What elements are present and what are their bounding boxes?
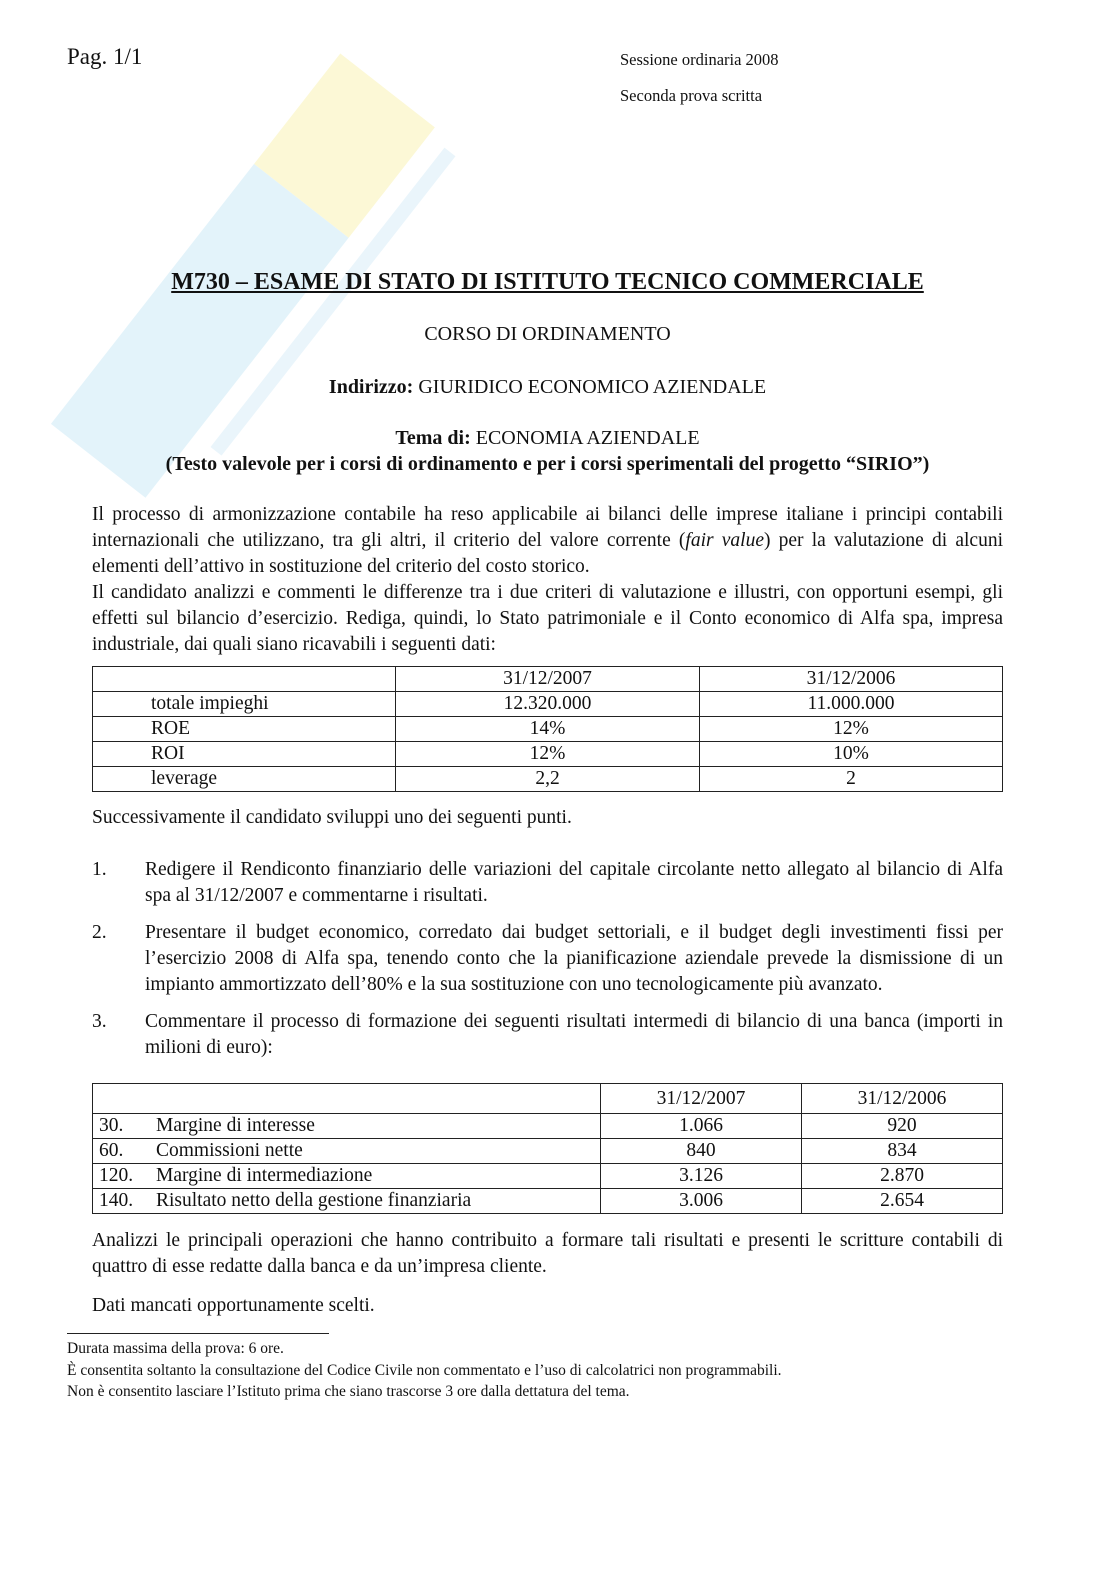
row-label: ROI [92,741,396,767]
cell: 2,2 [395,766,700,792]
list-item: 1. Redigere il Rendiconto finanziario del… [92,857,1003,909]
table-row: 140. Risultato netto della gestione finan… [92,1188,1003,1214]
row-label: leverage [92,766,396,792]
indirizzo-label: Indirizzo: [328,376,414,398]
cell: 840 [600,1138,802,1164]
tema-label: Tema di: [395,427,471,449]
header-cell [92,666,396,692]
table-row: leverage 2,2 2 [92,766,1003,792]
alfa-data-table: 31/12/2007 31/12/2006 totale impieghi 12.… [92,666,1003,792]
cell: 11.000.000 [699,691,1003,717]
bank-results-table: 31/12/2007 31/12/2006 30. Margine di inte… [92,1083,1003,1214]
fair-value-term: fair value [685,530,764,551]
item-number: 1. [92,859,107,880]
intro-text-1: Il processo di armonizzazione contabile … [92,504,1003,551]
page-number: Pag. 1/1 [67,44,143,69]
table-row: ROE 14% 12% [92,716,1003,742]
table-header-row: 31/12/2007 31/12/2006 [92,1083,1003,1114]
cell: 10% [699,741,1003,767]
indirizzo-line: Indirizzo: GIURIDICO ECONOMICO AZIENDALE [92,374,1003,400]
list-item: 2. Presentare il budget economico, corred… [92,920,1003,998]
cell: 12% [395,741,700,767]
row-label: Commissioni nette [150,1138,601,1164]
row-code: 120. [92,1163,150,1189]
document-body: M730 – ESAME DI STATO DI ISTITUTO TECNIC… [67,267,1003,1403]
cell: 2.654 [801,1188,1003,1214]
session-label: Sessione ordinaria 2008 [620,50,779,69]
indirizzo-value: GIURIDICO ECONOMICO AZIENDALE [413,376,767,398]
item-text: Commentare il processo di formazione dei… [145,1011,1003,1058]
cell: 12% [699,716,1003,742]
footnote: Non è consentito lasciare l’Istituto pri… [67,1383,630,1400]
list-item: 3. Commentare il processo di formazione d… [92,1009,1003,1061]
table-row: ROI 12% 10% [92,741,1003,767]
row-code: 30. [92,1113,150,1139]
cell: 2 [699,766,1003,792]
validity-note: (Testo valevole per i corsi di ordinamen… [165,453,930,475]
header-cell [92,1083,601,1114]
footnotes: Durata massima della prova: 6 ore. È con… [67,1338,1027,1403]
prova-label: Seconda prova scritta [620,86,763,105]
item-text: Presentare il budget economico, corredat… [145,922,1003,995]
cell: 1.066 [600,1113,802,1139]
cell: 12.320.000 [395,691,700,717]
row-label: Risultato netto della gestione finanziar… [150,1188,601,1214]
footnote: Durata massima della prova: 6 ore. [67,1340,284,1357]
table-row: 30. Margine di interesse 1.066 920 [92,1113,1003,1139]
header-cell: 31/12/2007 [600,1083,802,1114]
intro-paragraph: Il processo di armonizzazione contabile … [92,502,1003,658]
document-title: M730 – ESAME DI STATO DI ISTITUTO TECNIC… [171,269,924,295]
item-number: 3. [92,1011,107,1032]
table-row: totale impieghi 12.320.000 11.000.000 [92,691,1003,717]
intro-text-3: Il candidato analizzi e commenti le diff… [92,582,1003,655]
row-code: 140. [92,1188,150,1214]
intro-text-2: ) per la valutazione di alcuni elementi … [92,530,1003,577]
cell: 14% [395,716,700,742]
header-cell: 31/12/2007 [395,666,700,692]
cell: 834 [801,1138,1003,1164]
table-header-row: 31/12/2007 31/12/2006 [92,666,1003,692]
item-number: 2. [92,922,107,943]
footnote-divider [67,1333,329,1334]
row-label: ROE [92,716,396,742]
header-cell: 31/12/2006 [801,1083,1003,1114]
corso-label: CORSO DI ORDINAMENTO [424,323,671,345]
row-label: Margine di interesse [150,1113,601,1139]
row-label: totale impieghi [92,691,396,717]
tema-line: Tema di: ECONOMIA AZIENDALE [92,425,1003,451]
tema-value: ECONOMIA AZIENDALE [470,427,700,449]
row-label: Margine di intermediazione [150,1163,601,1189]
dati-paragraph: Dati mancati opportunamente scelti. [92,1295,375,1316]
after-table-text: Successivamente il candidato sviluppi un… [92,807,572,828]
header-cell: 31/12/2006 [699,666,1003,692]
analizzi-paragraph: Analizzi le principali operazioni che ha… [92,1230,1003,1277]
row-code: 60. [92,1138,150,1164]
cell: 3.126 [600,1163,802,1189]
cell: 920 [801,1113,1003,1139]
footnote: È consentita soltanto la consultazione d… [67,1361,782,1379]
cell: 2.870 [801,1163,1003,1189]
item-text: Redigere il Rendiconto finanziario delle… [145,859,1003,906]
cell: 3.006 [600,1188,802,1214]
table-row: 120. Margine di intermediazione 3.126 2.870 [92,1163,1003,1189]
table-row: 60. Commissioni nette 840 834 [92,1138,1003,1164]
